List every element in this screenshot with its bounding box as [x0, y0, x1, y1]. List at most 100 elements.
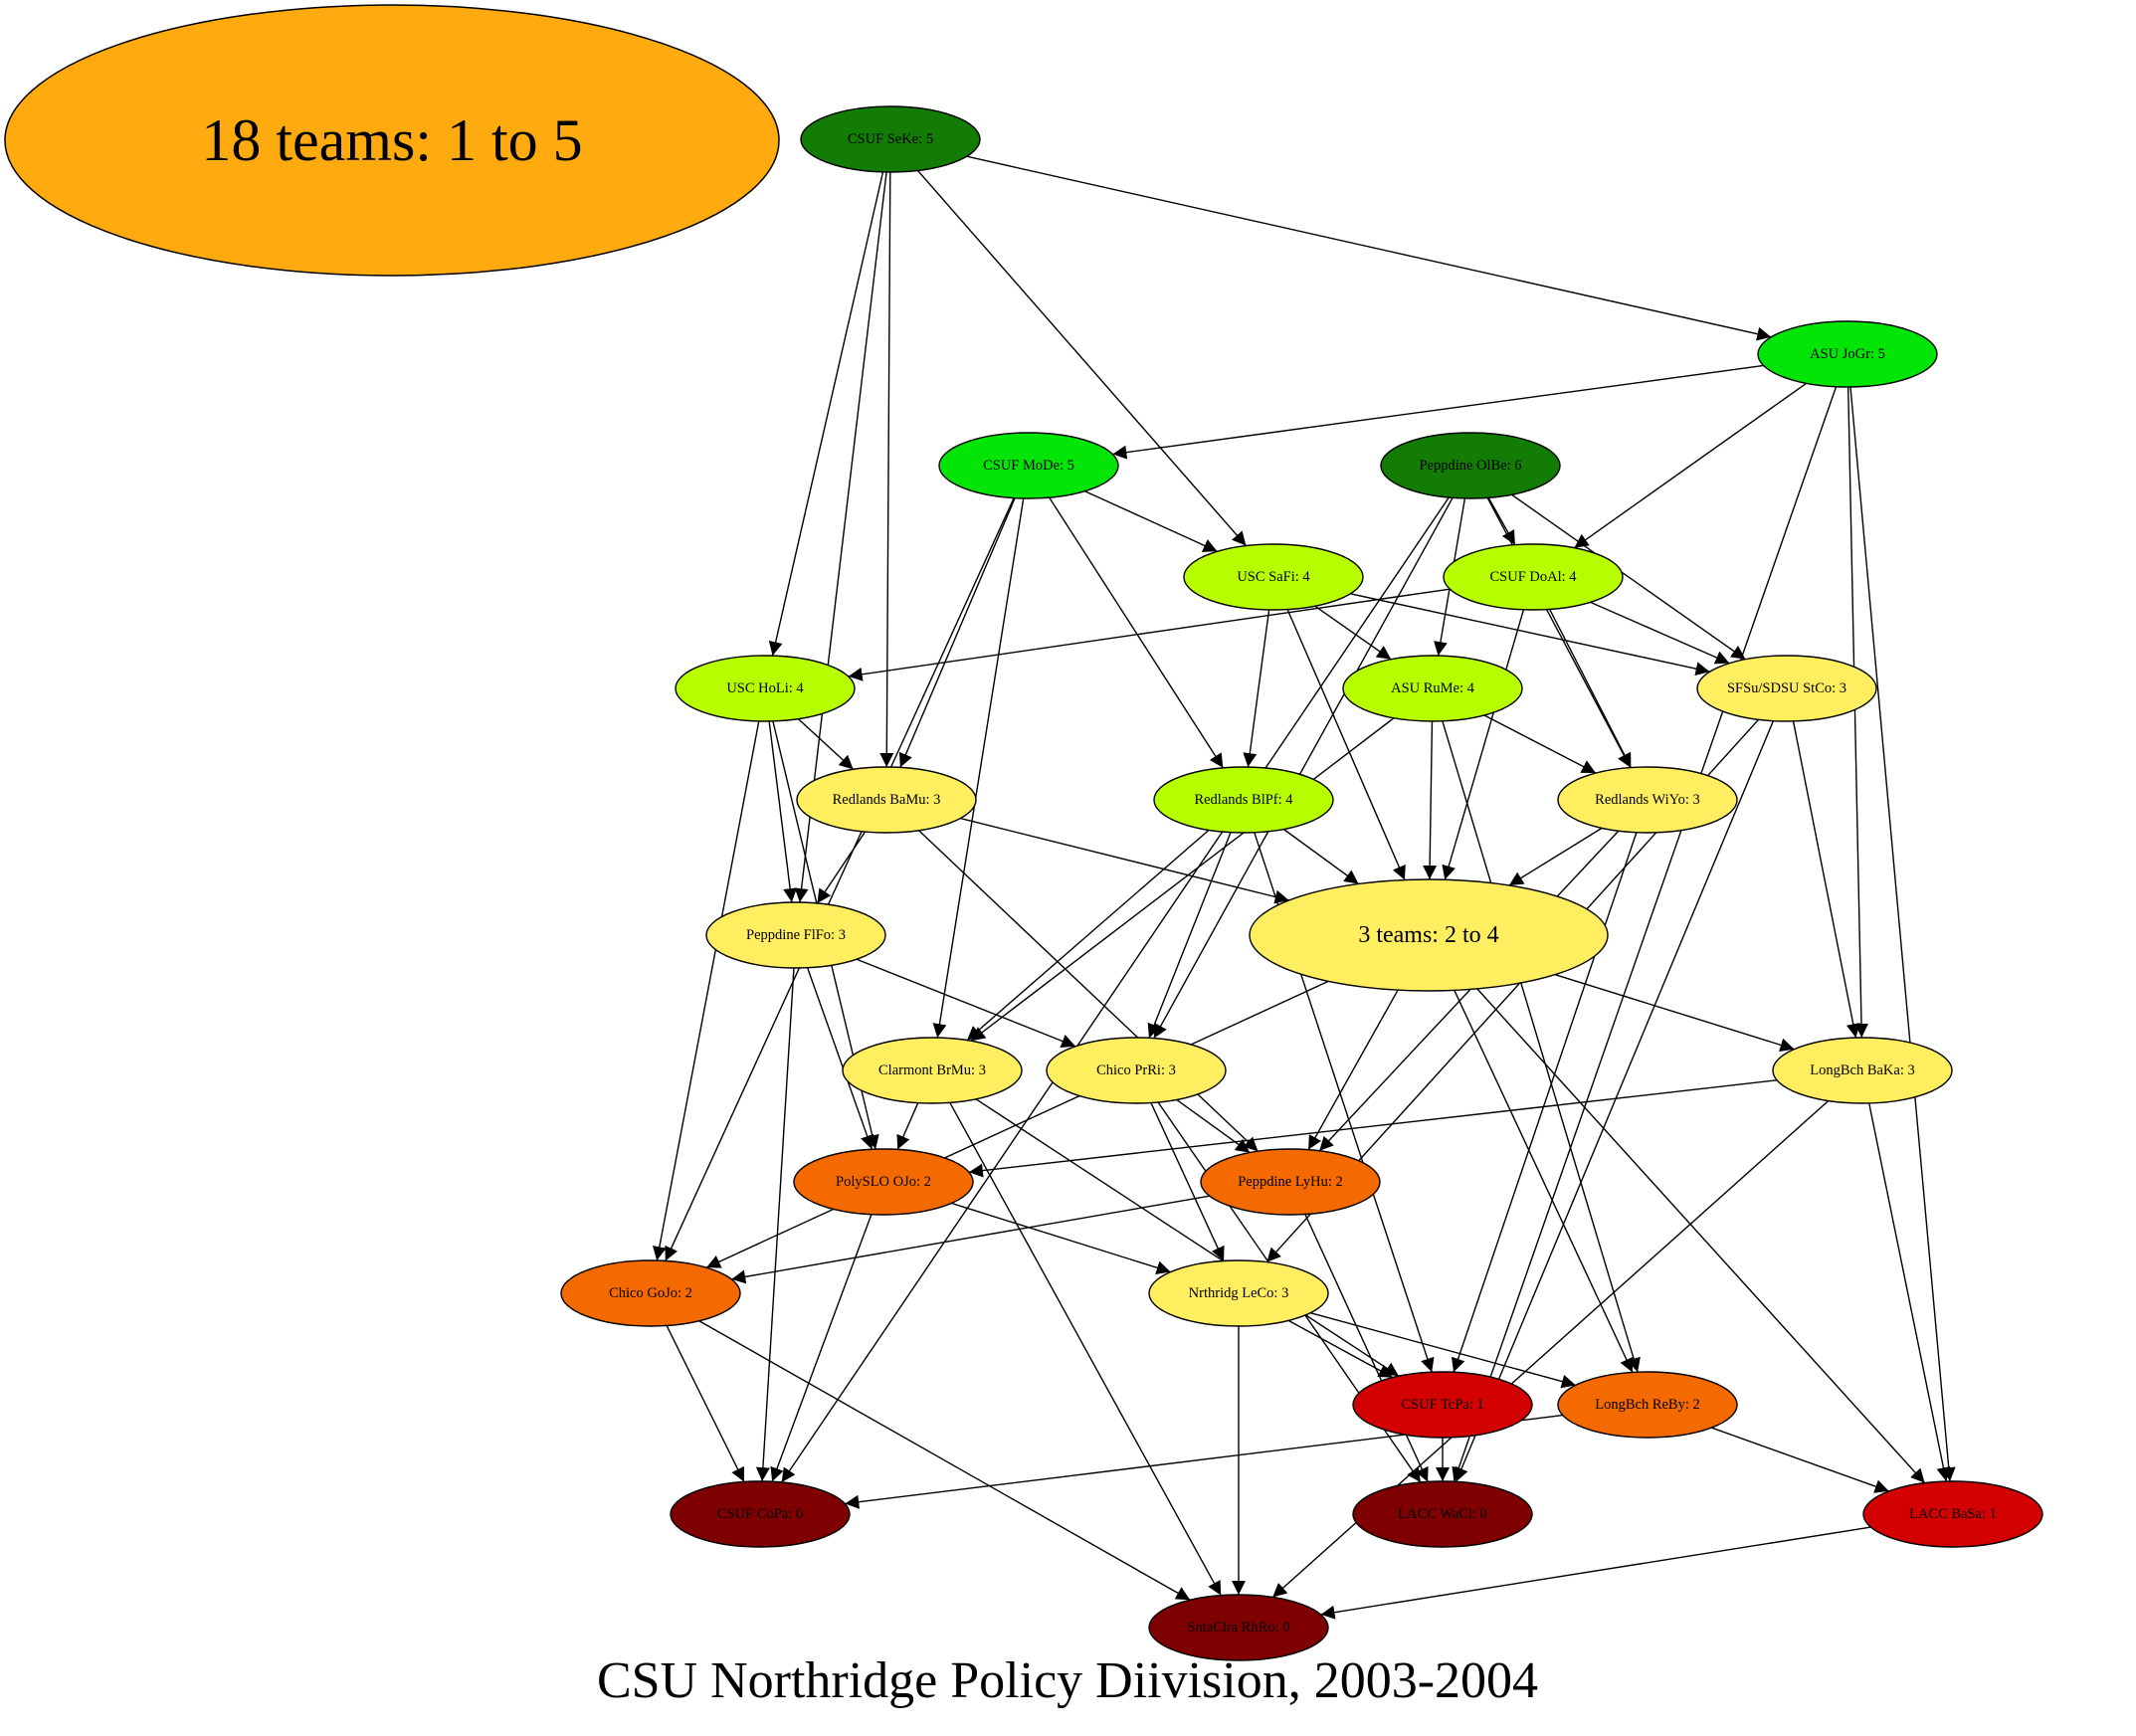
legend-node: 18 teams: 1 to 5 [4, 4, 780, 277]
node-ellipse [842, 1037, 1023, 1104]
edge-ojo-to-copa [770, 1214, 873, 1482]
edge-basa-to-rhro [1320, 1526, 1871, 1620]
node-ellipse [800, 105, 981, 173]
node-mode: CSUF MoDe: 5 [938, 432, 1119, 499]
edge-jogr-to-wacl [1452, 386, 1838, 1482]
edge-rume-to-brmu [970, 717, 1395, 1042]
node-label: Redlands BaMu: 3 [833, 792, 941, 808]
node-label: Peppdine LyHu: 2 [1238, 1174, 1343, 1190]
node-copa: CSUF CoPa: 0 [670, 1480, 851, 1548]
node-label: USC SaFi: 4 [1237, 569, 1310, 585]
node-jogr: ASU JoGr: 5 [1757, 320, 1938, 388]
node-label: PolySLO OJo: 2 [836, 1174, 931, 1190]
node-label: CSUF MoDe: 5 [983, 458, 1074, 474]
edge-stco-to-wacl [1455, 720, 1775, 1482]
edge-olbe-to-stco [1511, 493, 1746, 661]
node-label: ASU JoGr: 5 [1810, 346, 1885, 362]
node-ellipse [1380, 432, 1561, 499]
node-blpf: Redlands BlPf: 4 [1153, 766, 1334, 834]
node-stco: SFSu/SDSU StCo: 3 [1696, 655, 1877, 722]
edge-rume-to-wiyo [1483, 714, 1597, 774]
edge-safi-to-stco [1350, 593, 1710, 676]
node-ojo: PolySLO OJo: 2 [793, 1148, 974, 1216]
edge-jogr-to-mode [1112, 364, 1764, 460]
edge-bamu-to-three [960, 817, 1289, 904]
node-lyhu: Peppdine LyHu: 2 [1200, 1148, 1381, 1216]
node-label: Redlands WiYo: 3 [1595, 792, 1700, 808]
node-olbe: Peppdine OlBe: 6 [1380, 432, 1561, 499]
node-ellipse [1443, 543, 1624, 611]
edge-baka-to-basa [1868, 1102, 1951, 1482]
edge-layer [652, 155, 1956, 1620]
edge-mode-to-blpf [1049, 496, 1224, 769]
edge-flfo-to-ojo [806, 967, 874, 1150]
node-ellipse [1153, 766, 1334, 834]
edge-blpf-to-pri [1147, 832, 1232, 1039]
edge-holi-to-bamu [797, 718, 855, 770]
node-pri: Chico PrRi: 3 [1046, 1037, 1227, 1104]
node-ellipse [705, 901, 886, 969]
edge-three-to-gojo [705, 980, 1329, 1268]
node-label: LACC BaSa: 1 [1909, 1506, 1997, 1522]
edge-seke-to-bamu [879, 171, 894, 768]
node-ellipse [1200, 1148, 1381, 1216]
node-reby: LongBch ReBy: 2 [1557, 1371, 1738, 1439]
edge-ojo-to-leco [951, 1202, 1171, 1275]
edge-holi-to-flfo [768, 720, 798, 903]
node-label: Clarmont BrMu: 3 [878, 1062, 986, 1078]
edge-blpf-to-three [1282, 828, 1359, 885]
node-flfo: Peppdine FlFo: 3 [705, 901, 886, 969]
node-ellipse [1342, 655, 1523, 722]
edge-gojo-to-copa [666, 1325, 745, 1482]
node-label: LongBch ReBy: 2 [1595, 1397, 1700, 1413]
edge-olbe-to-doal [1487, 496, 1516, 546]
node-ellipse [1148, 1594, 1329, 1661]
node-label: CSUF DoAl: 4 [1489, 569, 1577, 585]
node-ellipse [1249, 878, 1609, 992]
edge-mode-to-brmu [932, 497, 1025, 1039]
edge-pri-to-lyhu [1176, 1098, 1251, 1154]
node-label: Nrthridg LeCo: 3 [1189, 1285, 1289, 1301]
node-label: USC HoLi: 4 [726, 680, 804, 696]
node-ellipse [1352, 1371, 1533, 1439]
node-ellipse [938, 432, 1119, 499]
node-ellipse [1757, 320, 1938, 388]
edge-safi-to-rume [1314, 605, 1392, 661]
edge-seke-to-safi [916, 169, 1248, 547]
edge-rume-to-three [1423, 720, 1438, 880]
edge-lyhu-to-gojo [731, 1195, 1210, 1284]
node-ellipse [793, 1148, 974, 1216]
node-label: ASU RuMe: 4 [1391, 680, 1475, 696]
edge-lyhu-to-wacl [1304, 1214, 1429, 1482]
node-rhro: SntaClra RhRo: 0 [1148, 1594, 1329, 1661]
edge-seke-to-jogr [966, 155, 1772, 341]
edge-olbe-to-copa [781, 496, 1450, 1483]
node-doal: CSUF DoAl: 4 [1443, 543, 1624, 611]
node-ellipse [560, 1259, 741, 1327]
edge-flfo-to-copa [755, 967, 795, 1482]
node-wiyo: Redlands WiYo: 3 [1557, 766, 1738, 834]
node-gojo: Chico GoJo: 2 [560, 1259, 741, 1327]
node-label: Redlands BlPf: 4 [1194, 792, 1293, 808]
node-ellipse [1557, 1371, 1738, 1439]
edge-baka-to-ojo [968, 1079, 1778, 1178]
edge-wiyo-to-tcpa [1451, 832, 1638, 1373]
node-ellipse [1148, 1259, 1329, 1327]
node-label: Peppdine FlFo: 3 [746, 927, 846, 943]
node-ellipse [796, 766, 977, 834]
edge-safi-to-blpf [1243, 609, 1270, 768]
node-ellipse [1352, 1480, 1533, 1548]
legend-ellipse [4, 4, 780, 277]
edge-doal-to-stco [1590, 601, 1730, 665]
edge-seke-to-holi [768, 171, 884, 657]
edge-flfo-to-pri [856, 958, 1076, 1049]
node-ellipse [675, 655, 856, 722]
edge-doal-to-three [1442, 609, 1525, 880]
node-tcpa: CSUF TcPa: 1 [1352, 1371, 1533, 1439]
edge-mode-to-bamu [898, 497, 1016, 768]
edge-brmu-to-tcpa [975, 1098, 1400, 1377]
node-seke: CSUF SeKe: 5 [800, 105, 981, 173]
node-ellipse [1696, 655, 1877, 722]
edge-doal-to-wiyo [1549, 609, 1632, 768]
